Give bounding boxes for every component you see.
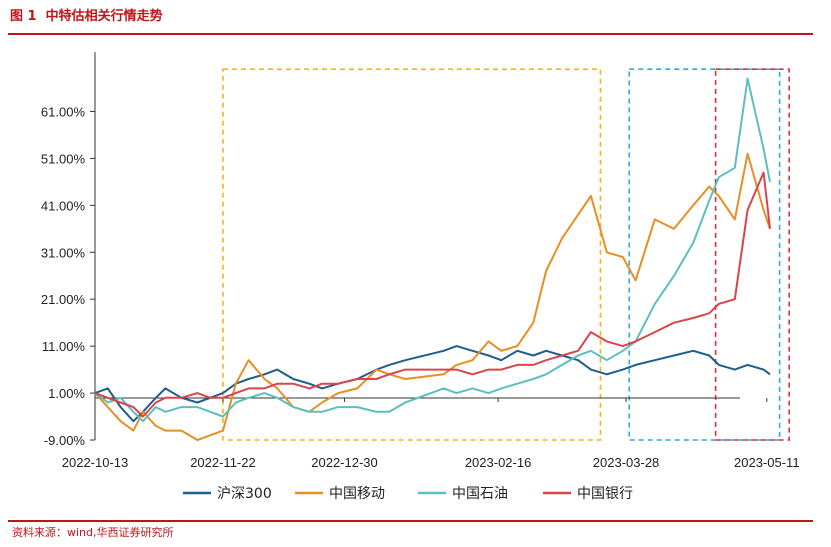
legend-label: 中国银行 [577,486,633,502]
x-tick-label: 2022-10-13 [62,455,129,470]
y-tick-label: 51.00% [41,151,86,166]
y-tick-label: 31.00% [41,245,86,260]
y-tick-label: -9.00% [44,433,86,448]
source-note: 资料来源：wind,华西证券研究所 [12,526,174,539]
y-tick-label: 41.00% [41,198,86,213]
x-tick-label: 2023-02-16 [465,455,532,470]
figure-caption: 中特估相关行情走势 [45,9,163,24]
y-tick-label: 1.00% [48,386,85,401]
figure-title: 图 1 中特估相关行情走势 [10,5,163,24]
y-tick-label: 21.00% [41,292,86,307]
y-tick-label: 11.00% [42,339,86,354]
x-tick-label: 2023-05-11 [734,455,800,470]
highlight-box-blue [628,68,781,441]
bottom-rule [8,520,813,522]
highlight-boxes [222,68,790,441]
y-tick-label: 61.00% [41,104,86,119]
chart-axes: -9.00% 1.00% 11.00% 21.00% 31.00% 41.00% 51.00… [41,52,800,470]
x-tick-label: 2022-12-30 [311,455,378,470]
figure-number: 图 1 [10,9,37,24]
series-line-中国石油 [94,77,771,423]
top-rule [8,33,813,35]
highlight-box-red [714,68,790,441]
series-lines [94,77,771,441]
highlight-box-yellow [222,68,602,441]
legend: 沪深300 中国移动 中国石油 中国银行 [183,486,633,502]
x-tick-label: 2022-11-22 [190,455,256,470]
legend-label: 沪深300 [217,486,272,502]
x-tick-label: 2023-03-28 [593,455,660,470]
series-line-沪深300 [94,345,771,423]
series-line-中国移动 [94,152,771,441]
legend-label: 中国移动 [329,486,385,502]
series-line-中国银行 [94,171,771,418]
legend-label: 中国石油 [452,486,508,502]
